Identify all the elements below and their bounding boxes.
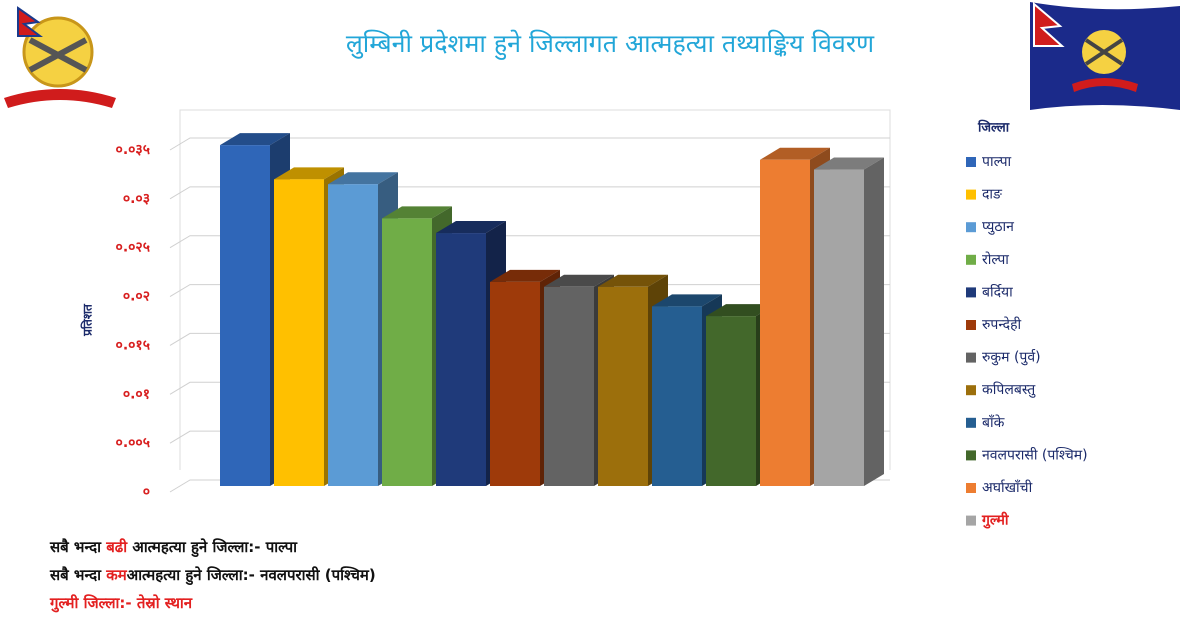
note-line: सबै भन्दा बढी आत्महत्या हुने जिल्ला:- पा… xyxy=(50,537,297,557)
legend-label: बाँके xyxy=(982,414,1005,431)
bar-top xyxy=(760,147,830,160)
note-text: सबै भन्दा xyxy=(50,566,107,584)
bar-top xyxy=(490,269,560,282)
note-text: सबै भन्दा xyxy=(50,538,107,556)
y-tick-label: ०.०३५ xyxy=(116,142,150,158)
bar-front xyxy=(436,233,486,486)
note-line: गुल्मी जिल्ला:- तेस्रो स्थान xyxy=(50,593,192,613)
bar-top xyxy=(220,133,290,146)
note-text: आत्महत्या हुने जिल्ला:- नवलपरासी (पश्चिम… xyxy=(126,566,376,584)
legend-swatch xyxy=(966,385,976,396)
note-text: गुल्मी जिल्ला:- तेस्रो स्थान xyxy=(50,594,193,612)
legend-label: पाल्पा xyxy=(982,154,1012,170)
legend-swatch xyxy=(966,287,976,298)
bar-top xyxy=(328,172,398,185)
right-logo xyxy=(1030,1,1180,110)
bar-top xyxy=(598,274,668,287)
y-tick-label: ०.००५ xyxy=(116,435,150,451)
y-tick-label: ०.०२५ xyxy=(116,240,150,256)
legend-label: प्युठान xyxy=(982,219,1014,235)
bar-front xyxy=(274,179,324,487)
legend-swatch xyxy=(966,157,976,167)
bar-top xyxy=(706,304,776,317)
bar-side xyxy=(864,157,884,487)
legend-label: नवलपरासी (पश्चिम) xyxy=(982,446,1088,463)
y-axis-label: प्रतिशत xyxy=(81,303,95,337)
bar-front xyxy=(490,281,540,486)
y-tick-label: ०.०१५ xyxy=(116,337,150,353)
legend-swatch xyxy=(966,189,976,200)
legend-label: गुल्मी xyxy=(981,512,1010,530)
legend-label: रोल्पा xyxy=(982,251,1009,268)
grid-line xyxy=(169,137,890,151)
note-line: सबै भन्दा कमआत्महत्या हुने जिल्ला:- नवलप… xyxy=(50,565,376,585)
bar-front xyxy=(706,316,756,486)
legend-swatch xyxy=(966,483,976,493)
note-text: बढी xyxy=(106,538,128,556)
bar xyxy=(814,157,884,487)
legend-swatch xyxy=(966,352,976,363)
legend-swatch xyxy=(966,515,976,526)
bar-front xyxy=(220,145,270,486)
bar-front xyxy=(760,159,810,486)
legend-label: रुकुम (पुर्व) xyxy=(982,349,1041,366)
legend-label: बर्दिया xyxy=(982,283,1013,300)
y-tick-label: ० xyxy=(143,484,150,500)
bar-top xyxy=(382,206,452,219)
y-tick-label: ०.०१ xyxy=(123,386,150,402)
legend-label: रुपन्देही xyxy=(982,316,1022,333)
left-logo xyxy=(4,6,116,108)
legend-label: अर्घाखाँची xyxy=(982,479,1033,496)
bar-top xyxy=(436,221,506,234)
legend-swatch xyxy=(966,222,976,233)
bar-front xyxy=(814,169,864,487)
note-text: आत्महत्या हुने जिल्ला:- पाल्पा xyxy=(127,538,297,556)
legend-swatch xyxy=(966,417,976,428)
y-tick-label: ०.०३ xyxy=(123,191,150,207)
bar-top xyxy=(544,274,614,287)
bar-top xyxy=(814,157,884,170)
y-tick-label: ०.०२ xyxy=(123,289,150,305)
legend-swatch xyxy=(966,320,976,330)
legend-label: कपिलबस्तु xyxy=(982,381,1036,398)
legend-swatch xyxy=(966,450,976,461)
legend-swatch xyxy=(966,254,976,265)
chart-title: लुम्बिनी प्रदेशमा हुने जिल्लागत आत्महत्य… xyxy=(346,29,875,60)
bar-front xyxy=(652,306,702,486)
grid-line xyxy=(169,235,890,249)
bar-top xyxy=(652,294,722,307)
legend-title: जिल्ला xyxy=(977,120,1010,136)
bar-front xyxy=(382,218,432,486)
note-text: कम xyxy=(106,566,127,584)
bar-top xyxy=(274,167,344,180)
bar-front xyxy=(598,286,648,486)
legend-label: दाङ xyxy=(982,187,1003,203)
grid-line xyxy=(169,186,890,200)
bar-front xyxy=(544,286,594,486)
bar-front xyxy=(328,184,378,486)
